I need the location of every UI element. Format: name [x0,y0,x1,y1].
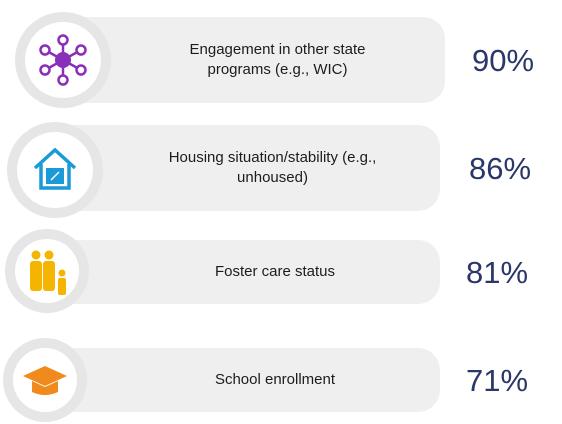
icon-node [57,34,69,46]
icon-node [39,64,51,76]
item-label: Housing situation/stability (e.g., [169,149,377,166]
icon-body [30,261,42,291]
icon-node [57,74,69,86]
item-row: Engagement in other state programs (e.g.,… [15,12,534,108]
item-value: 71% [466,363,528,398]
item-label: Engagement in other state [190,41,366,58]
item-value: 90% [472,43,534,78]
icon-percent [50,171,60,181]
item-value: 81% [466,255,528,290]
icon-node [39,44,51,56]
icon-head [58,269,66,277]
item-row: Foster care status 81% [5,229,528,313]
icon-node [75,64,87,76]
item-pill [40,17,445,103]
item-row: Housing situation/stability (e.g., unhous… [7,122,531,218]
item-pill [40,240,440,304]
icon-house [33,147,77,190]
item-label: unhoused) [237,169,308,186]
icon-node [75,44,87,56]
icon-cap-top [23,366,67,386]
icon-head [31,250,41,260]
item-label: School enrollment [215,371,336,388]
item-value: 86% [469,151,531,186]
icon-body [58,278,66,295]
icon-cap-base [32,381,58,395]
icon-hub [55,52,71,68]
icon-body [43,261,55,291]
item-pill [35,125,440,211]
item-row: School enrollment 71% [3,338,528,422]
item-pill [40,348,440,412]
item-label: programs (e.g., WIC) [207,61,347,78]
icon-head [44,250,54,260]
item-label: Foster care status [215,263,335,280]
